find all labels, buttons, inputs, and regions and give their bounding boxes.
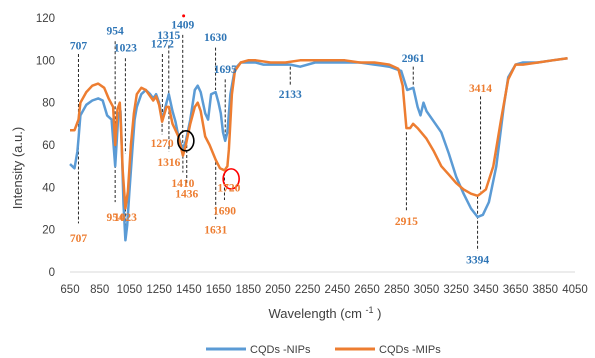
highlight-circle	[222, 168, 240, 190]
x-tick-label: 1450	[176, 284, 202, 296]
x-axis-title-main: Wavelength (cm	[268, 306, 361, 321]
annotation-label: 1436	[175, 189, 198, 201]
x-tick-label: 2450	[325, 284, 351, 296]
legend-label: CQDs -MIPs	[379, 344, 441, 356]
annotation-label: 1316	[157, 157, 180, 169]
y-axis-title: Intensity (a.u.)	[10, 127, 25, 209]
highlight-circles	[177, 14, 240, 190]
y-tick-label: 100	[36, 55, 55, 67]
annotation-label: 1690	[213, 206, 236, 218]
y-tick-label: 80	[42, 98, 55, 110]
y-tick-label: 40	[42, 182, 55, 194]
x-tick-label: 4050	[562, 284, 588, 296]
x-tick-label: 1050	[117, 284, 143, 296]
annotation-label: 1023	[114, 212, 137, 224]
series-line	[69, 56, 568, 242]
x-tick-label: 3850	[532, 284, 558, 296]
annotation-label: 1695	[214, 64, 237, 76]
y-tick-label: 120	[36, 13, 55, 25]
x-axis-title-close: )	[377, 306, 381, 321]
x-tick-label: 3050	[414, 284, 440, 296]
annotation-label: 1409	[171, 19, 194, 31]
annotation-guide-lines	[77, 34, 482, 251]
series-lines	[69, 56, 568, 242]
annotation-label: 707	[70, 41, 88, 53]
annotation-label: 1630	[204, 32, 227, 44]
x-tick-label: 2250	[295, 284, 321, 296]
y-axis-ticks: 0 20 40 60 80 100 120	[36, 13, 55, 279]
x-tick-label: 2050	[265, 284, 291, 296]
x-tick-label: 2650	[354, 284, 380, 296]
x-tick-label: 3650	[503, 284, 529, 296]
annotation-label: 954	[107, 212, 125, 224]
x-tick-label: 850	[90, 284, 109, 296]
x-tick-label: 650	[60, 284, 79, 296]
annotation-label: 1720	[217, 182, 240, 194]
x-axis-ticks: 650 850 1050 1250 1450 1650 1850 2050 2250 2450 26…	[60, 284, 587, 296]
marker-dot	[182, 14, 186, 18]
annotation-label: 1631	[204, 225, 227, 237]
annotation-label: 707	[70, 233, 88, 245]
x-tick-label: 2850	[384, 284, 410, 296]
x-tick-label: 1250	[146, 284, 172, 296]
x-tick-label: 1850	[235, 284, 261, 296]
annotation-label: 2133	[279, 89, 302, 101]
annotation-label: 1270	[151, 138, 174, 150]
x-tick-label: 3250	[443, 284, 469, 296]
annotation-label: 3394	[466, 254, 489, 266]
annotation-label: 2915	[395, 216, 418, 228]
annotation-label: 1023	[114, 43, 137, 55]
y-tick-label: 0	[49, 267, 55, 279]
legend-label: CQDs -NIPs	[250, 344, 311, 356]
annotation-label: 1410	[171, 178, 194, 190]
y-tick-label: 20	[42, 225, 55, 237]
annotation-label: 954	[107, 26, 125, 38]
legend: CQDs -NIPs CQDs -MIPs	[206, 344, 441, 356]
annotation-label: 3414	[469, 83, 492, 95]
highlight-circle	[177, 129, 195, 152]
annotation-label: 1315	[157, 30, 180, 42]
annotation-label: 2961	[402, 53, 425, 65]
annotation-label: 1272	[151, 38, 174, 50]
x-axis-title-sup: -1	[366, 305, 374, 315]
x-tick-label: 3450	[473, 284, 499, 296]
x-axis-title: Wavelength (cm -1 )	[268, 301, 381, 321]
series-line	[70, 56, 568, 210]
x-tick-label: 1650	[206, 284, 232, 296]
y-tick-label: 60	[42, 140, 55, 152]
